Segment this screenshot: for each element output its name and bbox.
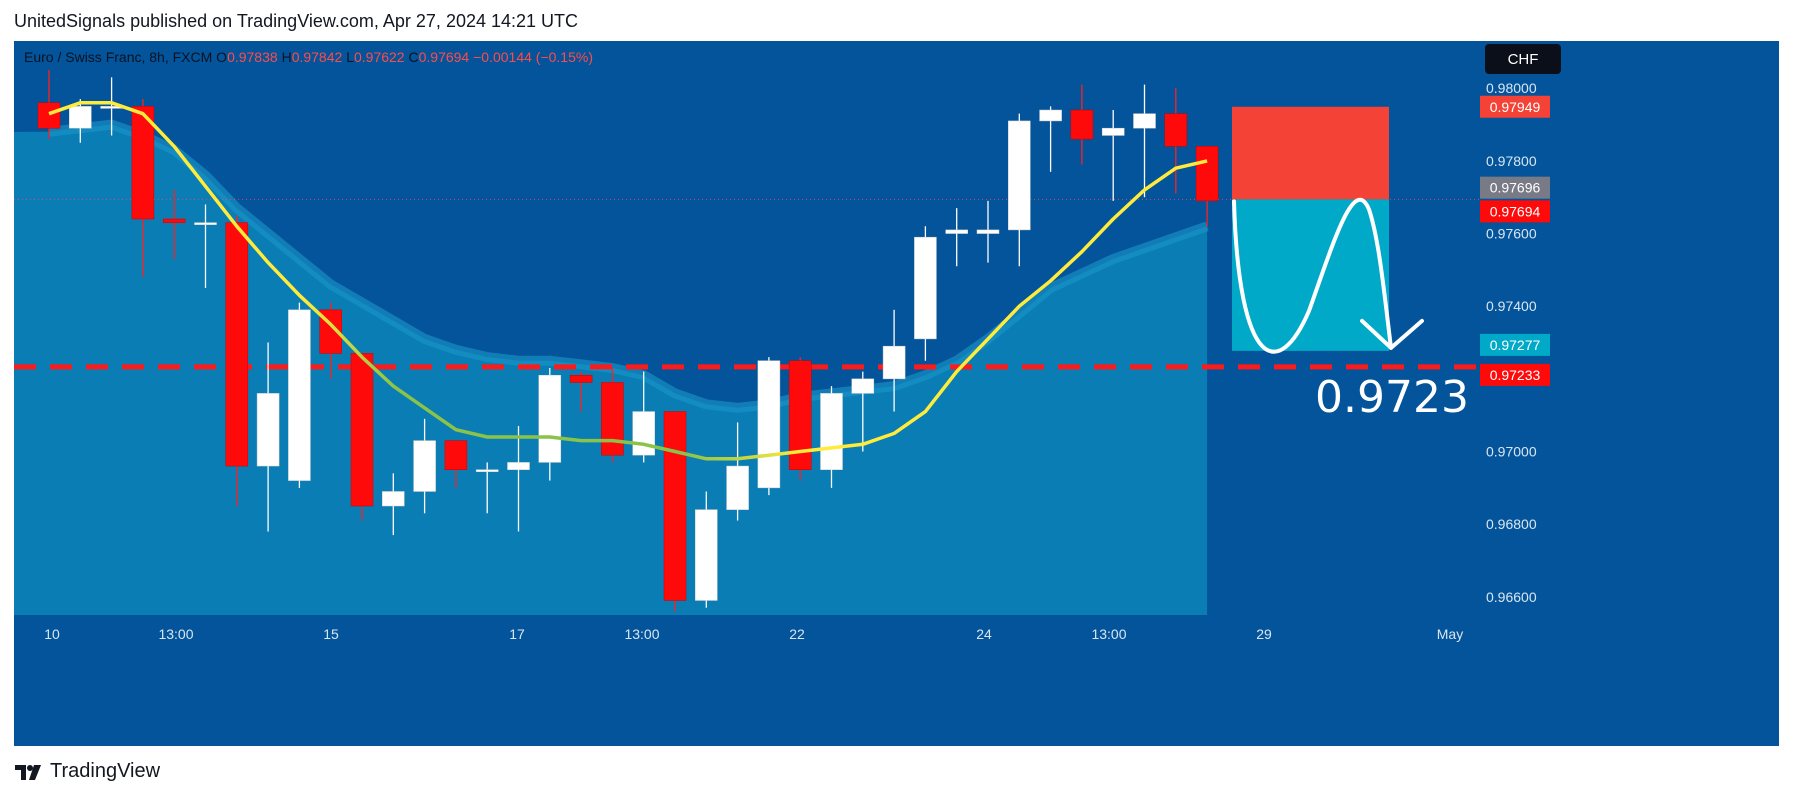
price-tick-label: 0.98000 xyxy=(1486,80,1537,96)
tradingview-logo-icon xyxy=(14,762,44,782)
ma-cloud-edge xyxy=(48,119,1209,413)
bullish-candle xyxy=(1039,109,1062,122)
currency-button-label[interactable]: CHF xyxy=(1508,51,1539,68)
bearish-candle xyxy=(663,411,687,601)
bullish-candle xyxy=(820,393,843,470)
price-chart[interactable]: 0.9723 Euro / Swiss Franc, 8h, FXCM O0.9… xyxy=(14,41,1779,746)
bullish-candle xyxy=(851,378,875,394)
bearish-candle xyxy=(37,102,61,129)
price-tick-label: 0.97600 xyxy=(1486,226,1537,242)
bullish-candle xyxy=(632,411,655,456)
price-badge xyxy=(1480,333,1550,356)
price-tick-label: 0.96800 xyxy=(1486,516,1537,532)
bullish-candle xyxy=(288,309,311,481)
bullish-candle xyxy=(194,222,217,225)
bearish-candle xyxy=(225,222,249,467)
bearish-candle xyxy=(350,353,374,507)
bullish-candle xyxy=(976,229,1000,234)
bullish-candle xyxy=(1101,127,1125,136)
price-badge-label: 0.97694 xyxy=(1490,203,1541,219)
bullish-candle xyxy=(945,229,968,234)
projection-curve xyxy=(1232,197,1393,354)
currency-button[interactable] xyxy=(1485,44,1561,74)
bearish-candle xyxy=(788,360,812,470)
time-tick-label: 15 xyxy=(323,626,339,642)
bullish-candle xyxy=(757,360,781,489)
bullish-candle xyxy=(413,440,436,492)
time-tick-label: 13:00 xyxy=(1091,626,1126,642)
time-tick-label: 10 xyxy=(44,626,60,642)
bullish-candle xyxy=(726,465,749,510)
price-badge xyxy=(1480,363,1550,386)
bearish-candle xyxy=(131,106,155,220)
bearish-candle xyxy=(1070,109,1094,140)
bullish-candle xyxy=(507,462,530,470)
time-tick-label: 22 xyxy=(789,626,805,642)
footer-brand: TradingView xyxy=(50,760,161,782)
take-profit-zone[interactable] xyxy=(1232,199,1389,351)
time-tick-label: 24 xyxy=(976,626,992,642)
publisher-line: UnitedSignals published on TradingView.c… xyxy=(14,11,579,31)
price-badge xyxy=(1480,95,1550,118)
stop-loss-zone[interactable] xyxy=(1232,106,1389,200)
bullish-candle xyxy=(538,374,562,463)
price-scale[interactable] xyxy=(1479,41,1779,746)
price-badge-label: 0.97233 xyxy=(1490,367,1541,383)
bearish-candle xyxy=(601,382,624,456)
time-tick-label: 17 xyxy=(509,626,525,642)
price-badge xyxy=(1480,200,1550,223)
price-tick-label: 0.97400 xyxy=(1486,298,1537,314)
time-tick-label: 13:00 xyxy=(624,626,659,642)
price-badge xyxy=(1480,176,1550,199)
price-badge-label: 0.97696 xyxy=(1490,180,1541,196)
target-price-label: 0.9723 xyxy=(1315,372,1469,423)
bullish-candle xyxy=(882,345,906,380)
chart-canvas[interactable]: 0.9723 Euro / Swiss Franc, 8h, FXCM O0.9… xyxy=(14,41,1779,746)
down-arrow-icon xyxy=(1360,318,1424,350)
bullish-candle xyxy=(69,106,92,129)
plot-bottom-edge xyxy=(14,615,1779,616)
bullish-candle xyxy=(256,393,280,467)
price-tick-label: 0.97000 xyxy=(1486,444,1537,460)
footer: TradingView xyxy=(14,760,160,783)
moving-average-line xyxy=(48,101,1208,461)
time-tick-label: 13:00 xyxy=(158,626,193,642)
bullish-candle xyxy=(382,491,405,507)
bearish-candle xyxy=(444,440,468,470)
bullish-candle xyxy=(695,509,718,601)
price-badge-label: 0.97277 xyxy=(1490,337,1541,353)
bullish-candle xyxy=(914,236,937,340)
bullish-candle xyxy=(475,469,499,472)
bearish-candle xyxy=(1195,146,1219,202)
bearish-candle xyxy=(569,374,593,383)
bearish-candle xyxy=(1164,113,1188,147)
bullish-candle xyxy=(1133,113,1156,129)
price-tick-label: 0.96600 xyxy=(1486,589,1537,605)
price-tick-label: 0.97800 xyxy=(1486,153,1537,169)
symbol-legend: Euro / Swiss Franc, 8h, FXCM O0.97838 H0… xyxy=(24,49,593,65)
time-tick-label: 29 xyxy=(1256,626,1272,642)
time-tick-label: May xyxy=(1437,626,1463,642)
bullish-candle xyxy=(1008,120,1031,231)
price-badge-label: 0.97949 xyxy=(1490,99,1541,115)
bearish-candle xyxy=(162,218,186,223)
